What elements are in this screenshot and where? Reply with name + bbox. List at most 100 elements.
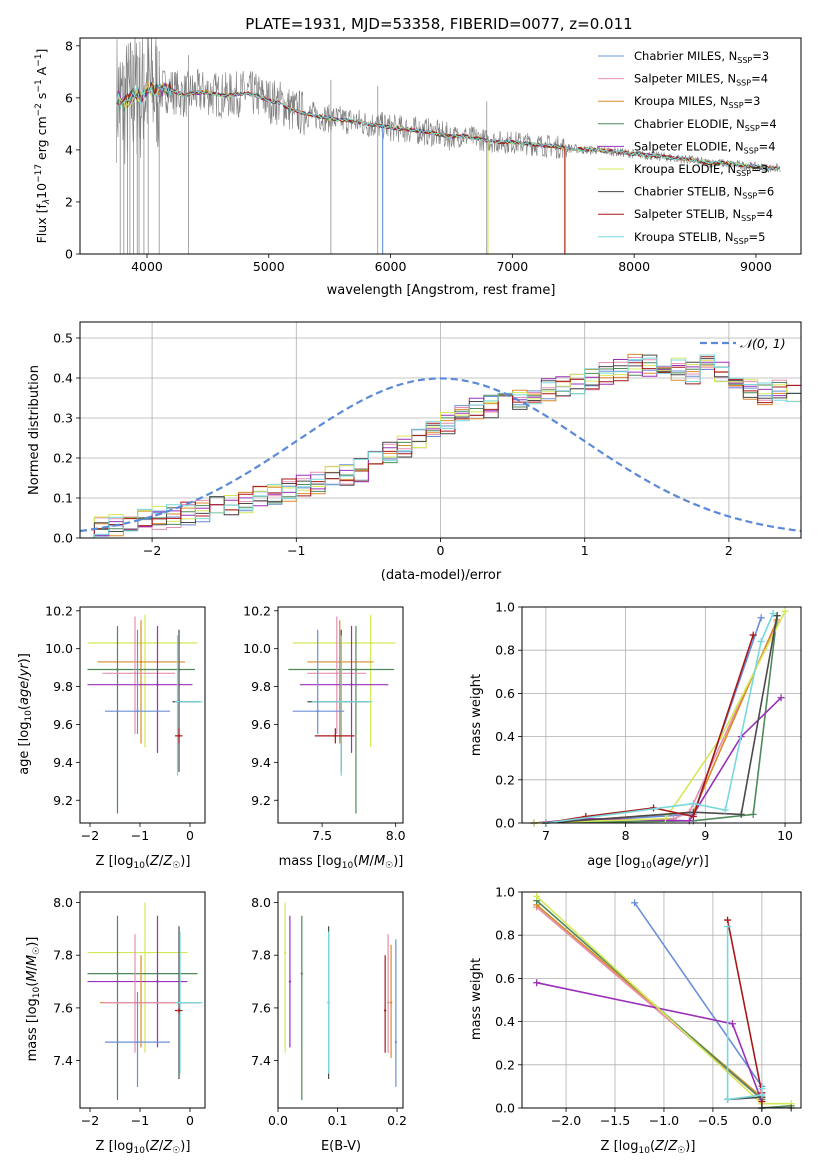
y-tick-label: 10.0	[45, 641, 73, 656]
y-tick-label: 7.8	[251, 948, 271, 963]
plus-marker	[728, 1020, 736, 1028]
data-point	[340, 700, 343, 703]
plus-marker	[533, 892, 541, 900]
data-point	[327, 1001, 330, 1004]
legend-label: Salpeter MILES, NSSP=4	[634, 72, 768, 88]
data-point	[354, 668, 358, 671]
plus-marker	[724, 1095, 732, 1103]
plus-marker	[769, 609, 777, 617]
y-tick-label: 9.6	[251, 717, 271, 732]
data-point	[136, 710, 139, 713]
y-tick-label: 8	[65, 38, 73, 53]
histogram-step	[80, 359, 801, 538]
x-tick-label: 6000	[375, 259, 407, 274]
y-tick-label: 0.2	[495, 772, 515, 787]
mass-weight-line	[545, 615, 778, 823]
legend-sub: SSP	[741, 214, 756, 223]
plus-marker	[689, 813, 697, 821]
y-tick-label: 1.0	[495, 885, 515, 900]
data-point	[386, 1001, 390, 1004]
histogram-step	[80, 357, 801, 538]
data-point	[136, 1040, 139, 1044]
data-point	[133, 1001, 137, 1004]
massZ-xlabel: Z [log10(Z/Z☉)]	[96, 1139, 191, 1156]
x-tick-label: 0	[186, 1113, 194, 1128]
y-tick-label: 7.6	[251, 1000, 271, 1015]
spectrum-xlabel: wavelength [Angstrom, rest frame]	[327, 283, 556, 298]
data-point	[176, 700, 179, 703]
x-tick-label: 9000	[740, 259, 772, 274]
y-tick-label: 0.0	[53, 531, 73, 546]
y-tick-label: 9.2	[251, 793, 271, 808]
legend-sub: SSP	[742, 192, 757, 201]
mwZ-xlabel: Z [log10(Z/Z☉)]	[601, 1139, 696, 1156]
x-tick-label: −2.0	[551, 1113, 581, 1128]
normal-curve	[80, 377, 801, 533]
data-point	[383, 1009, 387, 1012]
plus-marker	[724, 916, 732, 924]
x-tick-label: 8.0	[386, 828, 406, 843]
ageZ-ylabel: age [log10(age/yr)]	[17, 653, 34, 775]
data-point	[177, 1009, 181, 1012]
legend-value: =4	[760, 117, 777, 131]
y-tick-label: 0.6	[495, 686, 515, 701]
plus-marker	[758, 1085, 766, 1093]
x-tick-label: 9	[701, 828, 709, 843]
x-tick-label: −1	[131, 828, 149, 843]
model-spectrum	[116, 81, 781, 171]
legend-sub: SSP	[729, 101, 744, 110]
y-tick-label: 0.3	[53, 411, 73, 426]
figure-title: PLATE=1931, MJD=53358, FIBERID=0077, z=0…	[245, 15, 632, 33]
x-tick-label: 5000	[253, 259, 285, 274]
y-tick-label: 10.2	[45, 603, 73, 618]
x-tick-label: 7000	[496, 259, 528, 274]
data-point	[338, 660, 341, 664]
spectrum-ylabel: Flux [fλ10−17 erg cm−2 s−1 A−1]	[34, 49, 52, 244]
data-point	[177, 734, 181, 738]
plus-marker	[661, 815, 669, 823]
axes-frame	[521, 891, 802, 1109]
legend-label: 𝒩(0, 1)	[740, 336, 786, 351]
y-tick-label: 7.8	[53, 948, 73, 963]
age-vs-metallicity-panel: −2 −1 0 9.2 9.4 9.6 9.8 10.0 10.2	[45, 603, 206, 843]
legend-sub: SSP	[734, 237, 749, 246]
data-point	[283, 951, 287, 954]
plus-marker	[582, 813, 590, 821]
x-tick-label: −1	[287, 543, 305, 558]
x-tick-label: 0.0	[268, 1113, 288, 1128]
y-tick-label: 10.0	[243, 641, 271, 656]
y-tick-label: 0	[65, 247, 73, 262]
plus-marker	[737, 810, 745, 818]
y-tick-label: 0.4	[495, 1014, 515, 1029]
x-tick-label: 7	[542, 828, 550, 843]
legend-sub: SSP	[744, 146, 759, 155]
x-tick-label: −0.5	[698, 1113, 728, 1128]
legend-sub: SSP	[736, 79, 751, 88]
x-tick-label: −1	[131, 1113, 149, 1128]
histogram-step	[80, 354, 801, 538]
mwage-xlabel: age [log10(age/yr)]	[587, 854, 709, 871]
data-point	[156, 980, 159, 983]
legend-label: Chabrier MILES, NSSP=3	[634, 49, 769, 65]
legend-value: =4	[756, 207, 773, 221]
axes-frame	[79, 321, 802, 539]
y-tick-label: 0.2	[495, 1057, 515, 1072]
hist-xlabel: (data-model)/error	[381, 568, 502, 583]
y-tick-label: 0.8	[495, 928, 515, 943]
mass-weight-vs-age-panel: 7 8 9 10 0.0 0.2 0.4 0.6 0.8 1.0	[495, 600, 802, 843]
model-spectrum	[116, 81, 781, 170]
plus-marker	[777, 694, 785, 702]
y-tick-label: 0.0	[495, 1101, 515, 1116]
histogram-step	[80, 362, 801, 538]
legend-label: Kroupa STELIB, NSSP=5	[634, 230, 765, 246]
mass-weight-line	[545, 613, 774, 823]
x-tick-label: −1.5	[600, 1113, 630, 1128]
age-vs-mass-panel: 7.5 8.0 9.2 9.4 9.6 9.8 10.0 10.2	[243, 603, 405, 843]
x-tick-label: 8	[622, 828, 630, 843]
mass-vs-metallicity-panel: −2 −1 0 7.4 7.6 7.8 8.0	[53, 891, 206, 1128]
legend-label: Kroupa MILES, NSSP=3	[634, 94, 760, 110]
y-tick-label: 0.0	[495, 816, 515, 831]
legend-label: Chabrier STELIB, NSSP=6	[634, 185, 774, 201]
plus-marker	[781, 607, 789, 615]
